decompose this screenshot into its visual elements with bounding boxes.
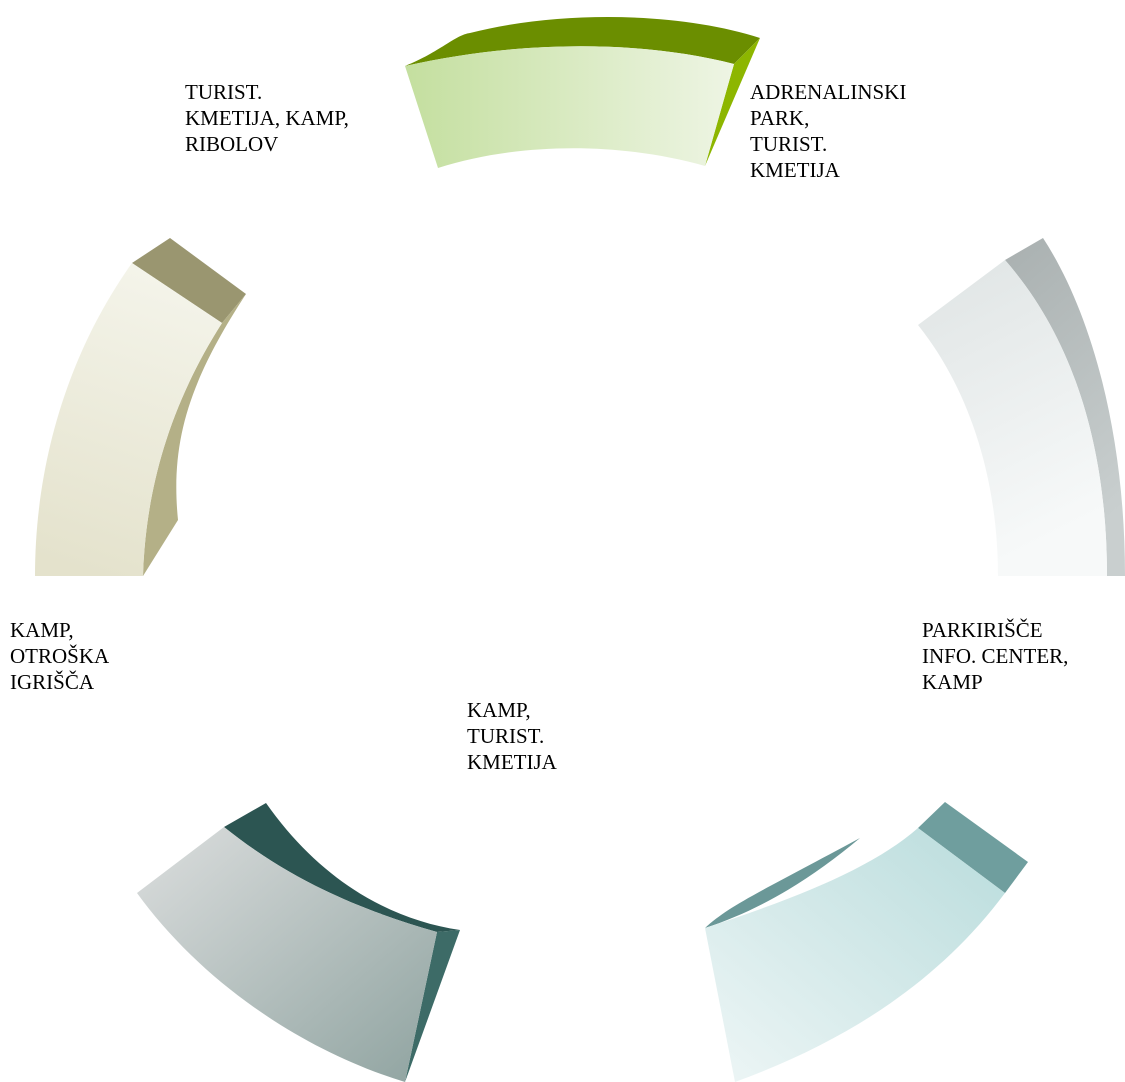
label-line: OTROŠKA bbox=[10, 644, 110, 668]
segment-bottom-right-top-face bbox=[918, 802, 1028, 893]
segment-bottom-right-front-face bbox=[705, 828, 1005, 1082]
label-line: ADRENALINSKI bbox=[750, 80, 907, 104]
segment-bottom-left-front-face bbox=[137, 827, 437, 1082]
segment-right-front-face bbox=[918, 260, 1107, 576]
label-top-left: TURIST. KMETIJA, KAMP, RIBOLOV bbox=[185, 79, 349, 157]
segment-right bbox=[918, 238, 1125, 576]
segment-left bbox=[35, 238, 246, 576]
segment-left-top-face bbox=[132, 238, 246, 323]
label-left: KAMP, OTROŠKA IGRIŠČA bbox=[10, 617, 109, 695]
label-line: KAMP bbox=[922, 670, 983, 694]
segment-bottom-right bbox=[705, 802, 1028, 1082]
label-line: INFO. CENTER, bbox=[922, 644, 1069, 668]
label-line: TURIST. bbox=[750, 132, 828, 156]
label-line: TURIST. bbox=[185, 80, 263, 104]
label-line: KMETIJA bbox=[467, 750, 557, 774]
label-line: RIBOLOV bbox=[185, 132, 279, 156]
label-line: KAMP, bbox=[467, 698, 531, 722]
label-bottom: KAMP, TURIST. KMETIJA bbox=[467, 697, 557, 775]
segment-left-side-face bbox=[143, 294, 246, 576]
label-top-right: ADRENALINSKI PARK, TURIST. KMETIJA bbox=[750, 79, 906, 183]
label-right: PARKIRIŠČE INFO. CENTER, KAMP bbox=[922, 617, 1068, 695]
label-line: IGRIŠČA bbox=[10, 670, 95, 694]
label-line: TURIST. bbox=[467, 724, 545, 748]
segment-top-front-face bbox=[405, 46, 734, 168]
segment-bottom-left-top-face bbox=[224, 803, 460, 932]
label-line: KMETIJA bbox=[750, 158, 840, 182]
label-line: PARK, bbox=[750, 106, 810, 130]
segment-top-side-face bbox=[705, 38, 760, 166]
segment-right-side-face bbox=[1005, 238, 1125, 576]
label-line: PARKIRIŠČE bbox=[922, 618, 1043, 642]
label-line: KMETIJA, KAMP, bbox=[185, 106, 349, 130]
segment-left-front-face bbox=[35, 263, 222, 576]
segment-bottom-left-side-face bbox=[405, 930, 460, 1082]
segment-top-top-face bbox=[405, 17, 760, 66]
segment-top bbox=[405, 17, 760, 168]
label-line: KAMP, bbox=[10, 618, 74, 642]
segment-bottom-left bbox=[137, 803, 460, 1082]
segment-bottom-right-side-face bbox=[705, 838, 860, 928]
